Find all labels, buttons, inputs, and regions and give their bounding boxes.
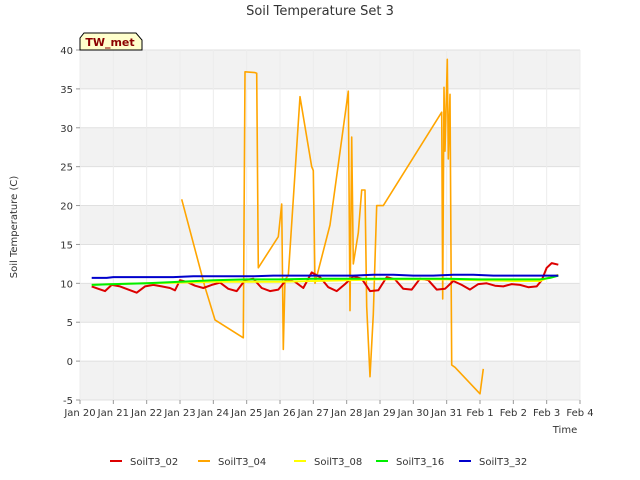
y-tick-label: 0 [67, 357, 73, 368]
y-tick-label: -5 [63, 396, 73, 407]
x-tick-label: Jan 29 [363, 408, 395, 419]
legend: SoilT3_02 SoilT3_04 SoilT3_08 SoilT3_16 Soil… [110, 457, 527, 468]
series-line-SoilT3_32 [91, 273, 559, 279]
tw-met-badge: TW_met [79, 32, 143, 51]
series-lines [91, 58, 559, 395]
plot-band [80, 361, 580, 400]
x-tick-label: Feb 2 [500, 408, 527, 419]
x-tick-label: Jan 27 [297, 408, 329, 419]
y-tick-label: 20 [60, 202, 73, 213]
y-tick-label: 10 [60, 279, 73, 290]
plot-band [80, 283, 580, 323]
x-tick-label: Jan 23 [163, 408, 195, 419]
plot-band [80, 50, 580, 89]
chart-title: Soil Temperature Set 3 [246, 4, 394, 19]
x-tick-label: Jan 20 [63, 408, 95, 419]
x-tick-label: Jan 22 [130, 408, 162, 419]
x-tick-label: Jan 26 [263, 408, 295, 419]
plot-band [80, 166, 580, 206]
x-tick-label: Jan 28 [330, 408, 362, 419]
series-line-SoilT3_16 [91, 274, 559, 286]
plot-band [80, 88, 580, 128]
y-tick-label: 15 [60, 240, 73, 251]
legend-label: SoilT3_16 [396, 457, 444, 468]
x-axis: Jan 20 Jan 21 Jan 22 Jan 23 Jan 24 Jan 25 Jan … [63, 400, 594, 419]
x-axis-title: Time [552, 425, 577, 436]
x-tick-label: Feb 3 [533, 408, 560, 419]
x-tick-label: Jan 24 [197, 408, 229, 419]
plot-band [80, 127, 580, 167]
badge-label: TW_met [85, 36, 134, 49]
x-tick-label: Feb 4 [566, 408, 593, 419]
series-line-SoilT3_02 [91, 262, 559, 294]
legend-label: SoilT3_32 [479, 457, 527, 468]
y-tick-label: 35 [60, 85, 73, 96]
y-axis: -5 0 5 10 15 20 25 30 35 40 [60, 46, 80, 407]
series-line-SoilT3_04 [180, 58, 485, 395]
legend-label: SoilT3_04 [218, 457, 266, 468]
x-tick-label: Jan 30 [397, 408, 429, 419]
y-tick-label: 30 [60, 124, 73, 135]
y-tick-label: 5 [67, 318, 73, 329]
plot-band [80, 322, 580, 362]
y-axis-title: Soil Temperature (C) [9, 176, 20, 279]
x-tick-label: Jan 31 [430, 408, 462, 419]
x-tick-label: Feb 1 [466, 408, 493, 419]
x-tick-label: Jan 21 [97, 408, 129, 419]
x-tick-label: Jan 25 [230, 408, 262, 419]
y-tick-label: 40 [60, 46, 73, 57]
legend-label: SoilT3_02 [130, 457, 178, 468]
badge-box [79, 32, 143, 51]
y-tick-label: 25 [60, 163, 73, 174]
legend-label: SoilT3_08 [314, 457, 362, 468]
